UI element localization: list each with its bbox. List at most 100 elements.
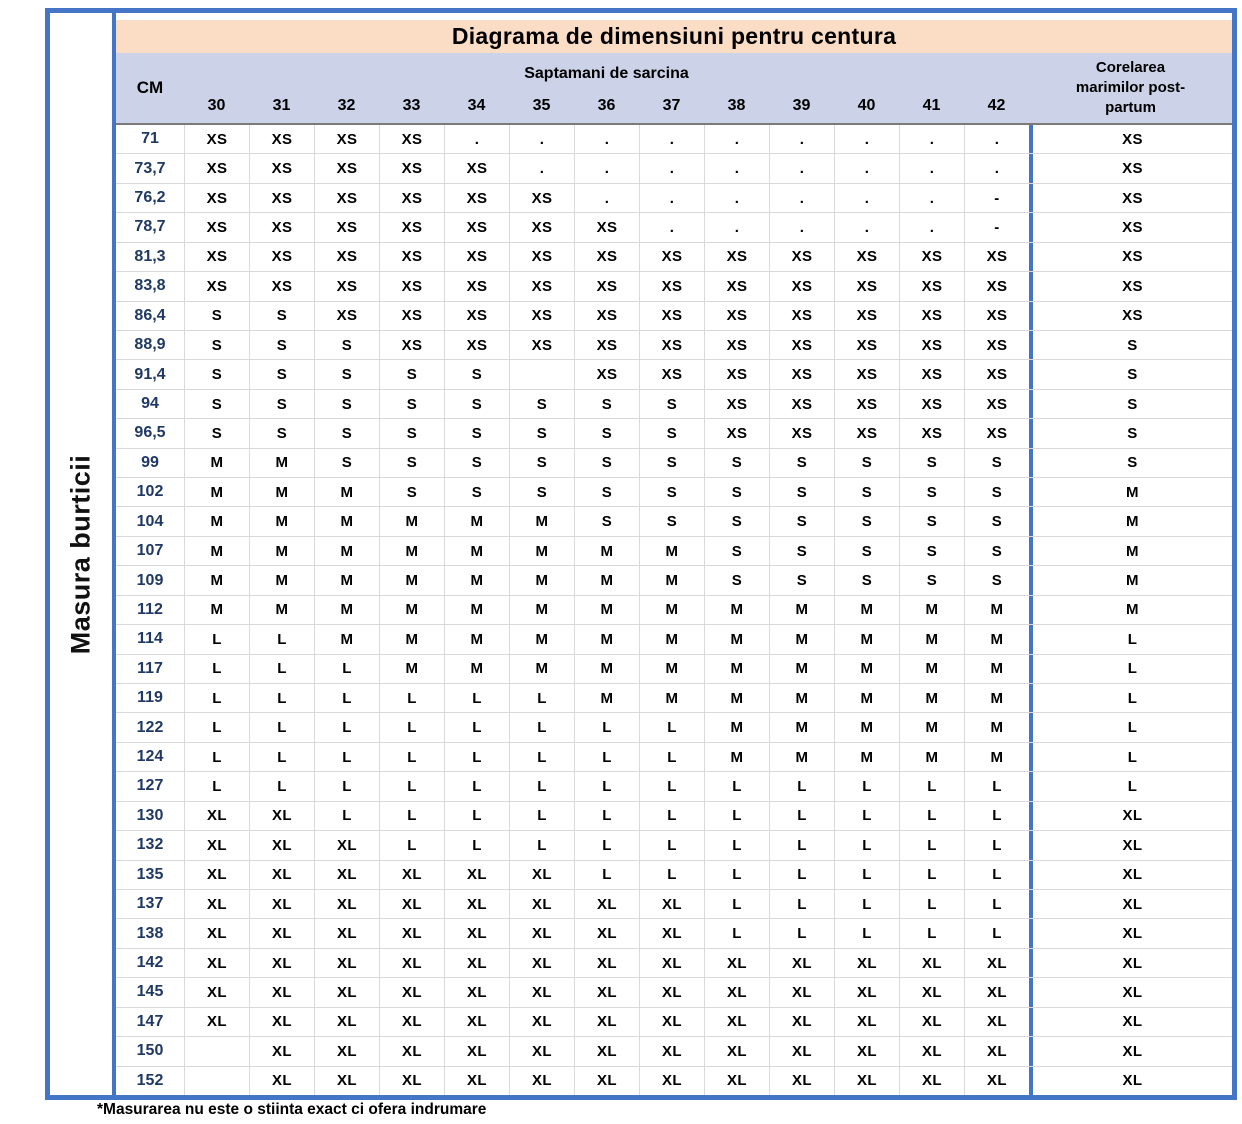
- cm-value: 137: [136, 895, 164, 913]
- size-cell: XS: [444, 272, 509, 301]
- table-row: 132 XL XL XL L L L L L L L L L L XL: [116, 831, 1232, 861]
- size-cell: L: [964, 919, 1029, 948]
- size-cell: S: [184, 330, 249, 360]
- size-cell: M: [444, 654, 509, 684]
- size-cell: L: [964, 801, 1029, 831]
- size-cell: .: [574, 183, 639, 213]
- size-cell: XL: [314, 1007, 379, 1037]
- size-cell: .: [899, 154, 964, 183]
- size-cell: L: [704, 860, 769, 889]
- size-cell: M: [184, 507, 249, 536]
- size-cell: M: [379, 566, 444, 595]
- size-cell: XL: [509, 889, 574, 919]
- size-cell: XL: [249, 889, 314, 919]
- size-cell: M: [834, 684, 899, 713]
- size-cell: XL: [444, 889, 509, 919]
- size-cell: .: [899, 183, 964, 213]
- size-cell: .: [639, 183, 704, 213]
- size-cell: M: [444, 595, 509, 625]
- cm-value: 112: [137, 600, 163, 618]
- postpartum-cell: XL: [1029, 860, 1232, 889]
- size-cell: XS: [249, 183, 314, 213]
- size-cell: S: [964, 536, 1029, 566]
- size-cell: M: [249, 536, 314, 566]
- size-cell: XS: [769, 301, 834, 330]
- table-row: 152 XL XL XL XL XL XL XL XL XL XL XL XL XL: [116, 1066, 1232, 1095]
- size-cell: XL: [834, 1007, 899, 1037]
- size-cell: S: [769, 448, 834, 478]
- size-cell: L: [249, 684, 314, 713]
- size-cell: S: [509, 419, 574, 448]
- size-cell: XS: [444, 242, 509, 272]
- size-cell: S: [314, 448, 379, 478]
- size-cell: M: [314, 566, 379, 595]
- postpartum-cell: XL: [1029, 948, 1232, 978]
- cm-value: 71: [141, 130, 159, 148]
- size-cell: M: [834, 654, 899, 684]
- size-cell: L: [834, 801, 899, 831]
- week-number: 40: [857, 97, 876, 114]
- size-cell: XS: [964, 389, 1029, 419]
- size-cell: L: [899, 889, 964, 919]
- size-cell: L: [509, 801, 574, 831]
- table-row: 71 XS XS XS XS......... XS: [116, 125, 1232, 155]
- size-cell: XL: [509, 919, 574, 948]
- postpartum-cell: XL: [1029, 801, 1232, 831]
- size-cell: S: [184, 389, 249, 419]
- table-row: 76,2 XS XS XS XS XS XS...... - XS: [116, 183, 1232, 214]
- size-cell: L: [379, 831, 444, 860]
- table-row: 127 L L L L L L L L L L L L L L: [116, 772, 1232, 802]
- size-cell: XL: [314, 1037, 379, 1066]
- size-cell: L: [639, 831, 704, 860]
- size-cell: M: [834, 713, 899, 742]
- size-cell: L: [509, 831, 574, 860]
- size-cell: L: [574, 831, 639, 860]
- size-cell: M: [574, 625, 639, 654]
- size-cell: L: [899, 831, 964, 860]
- size-cell: M: [379, 654, 444, 684]
- size-cell: M: [639, 654, 704, 684]
- size-cell: XS: [379, 125, 444, 154]
- postpartum-cell: L: [1029, 742, 1232, 772]
- size-cell: XL: [509, 948, 574, 978]
- postpartum-cell: XS: [1029, 213, 1232, 242]
- size-cell: S: [704, 566, 769, 595]
- size-cell: S: [509, 478, 574, 507]
- postpartum-cell: S: [1029, 360, 1232, 389]
- size-cell: S: [509, 448, 574, 478]
- table-row: 114 L L M M M M M M M M M M M L: [116, 625, 1232, 655]
- size-cell: XL: [444, 978, 509, 1007]
- size-cell: XS: [639, 272, 704, 301]
- size-cell: XS: [509, 213, 574, 242]
- cm-value: 91,4: [134, 365, 166, 383]
- postpartum-column-header: Corelarea marimilor post- partum: [1029, 53, 1232, 123]
- size-cell: XL: [769, 1007, 834, 1037]
- size-cell: XL: [639, 948, 704, 978]
- table-row: 122 L L L L L L L L M M M M M L: [116, 713, 1232, 743]
- size-cell: XS: [249, 272, 314, 301]
- size-cell: XS: [834, 301, 899, 330]
- size-cell: L: [964, 772, 1029, 801]
- size-cell: M: [639, 684, 704, 713]
- postpartum-cell: L: [1029, 713, 1232, 742]
- size-cell: .: [769, 213, 834, 242]
- size-cell: XS: [509, 301, 574, 330]
- size-cell: XS: [704, 360, 769, 389]
- size-cell: M: [249, 478, 314, 507]
- size-cell: XL: [249, 978, 314, 1007]
- week-number: 30: [207, 97, 226, 114]
- size-cell: .: [834, 183, 899, 213]
- size-cell: XL: [769, 1066, 834, 1095]
- size-cell: XL: [639, 1007, 704, 1037]
- size-cell: M: [899, 713, 964, 742]
- cm-value: 99: [141, 453, 159, 471]
- size-cell: XS: [379, 272, 444, 301]
- size-cell: XL: [314, 860, 379, 889]
- size-cell: L: [444, 801, 509, 831]
- size-cell: XL: [444, 948, 509, 978]
- size-cell: XL: [444, 1037, 509, 1066]
- size-cell: XS: [574, 330, 639, 360]
- size-cell: XL: [184, 889, 249, 919]
- size-cell: XL: [184, 948, 249, 978]
- cm-value: 76,2: [134, 189, 166, 207]
